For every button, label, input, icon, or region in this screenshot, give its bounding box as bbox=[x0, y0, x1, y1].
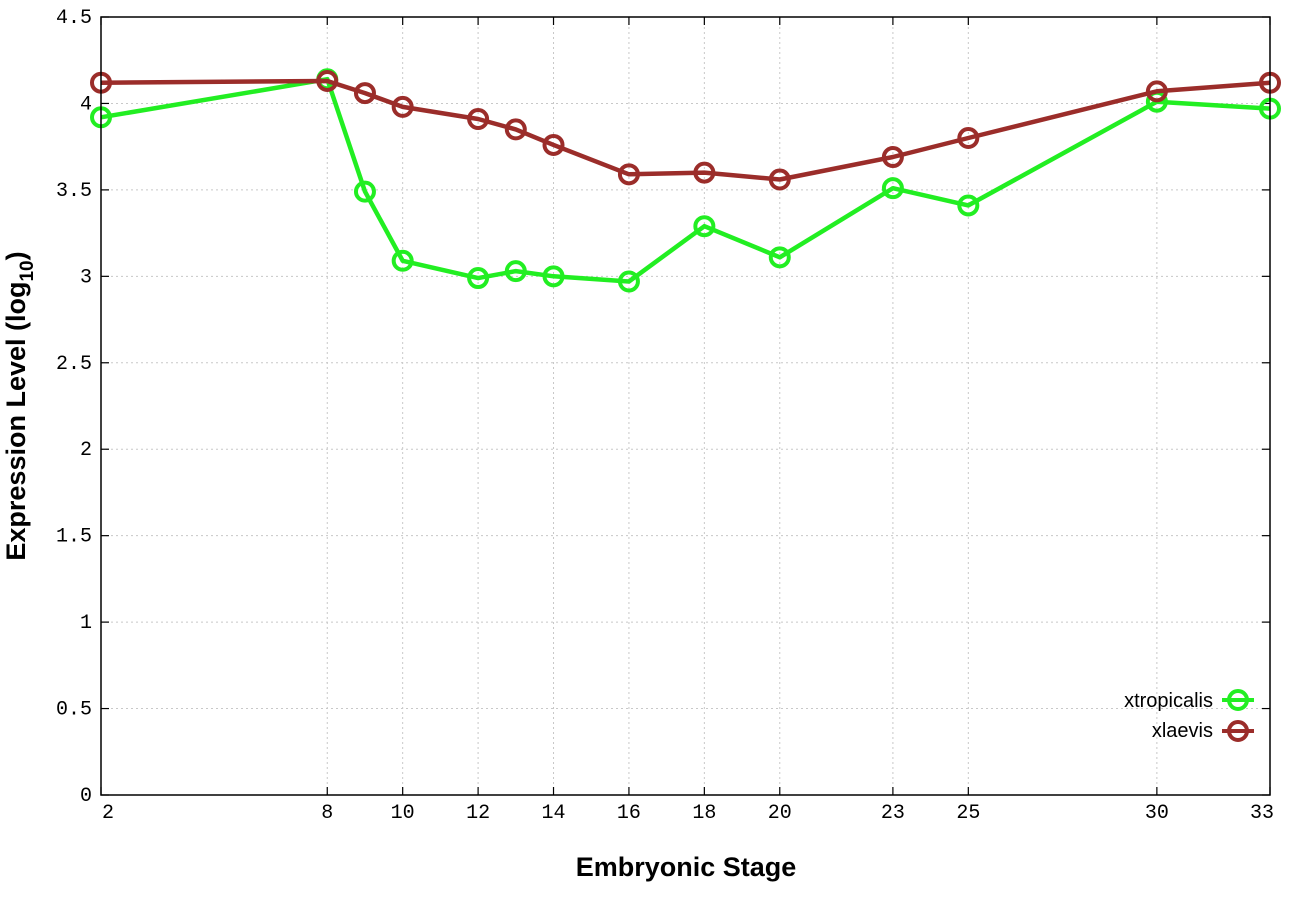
legend-marker-xlaevis bbox=[1227, 720, 1249, 742]
series-xlaevis bbox=[90, 69, 1281, 191]
legend-marker-xtropicalis bbox=[1227, 689, 1249, 711]
data-point-xlaevis bbox=[881, 146, 904, 169]
plot-frame bbox=[100, 16, 1271, 796]
legend-label-xtropicalis: xtropicalis bbox=[1124, 690, 1213, 712]
data-point-xlaevis bbox=[768, 168, 791, 191]
x-tick-label: 20 bbox=[768, 802, 792, 825]
legend-label-xlaevis: xlaevis bbox=[1152, 720, 1213, 742]
data-point-xlaevis bbox=[316, 69, 339, 92]
x-tick-label: 12 bbox=[466, 802, 490, 825]
y-axis-title-close: ) bbox=[1, 251, 31, 260]
data-point-xtropicalis bbox=[768, 246, 791, 269]
y-axis-title-main: Expression Level (log bbox=[1, 282, 31, 561]
data-point-xtropicalis bbox=[617, 270, 640, 293]
y-tick-label: 0.5 bbox=[56, 699, 92, 722]
axis-ticks: 0 0.5 1 1.5 2 2.5 3 3.5 4 4.5 2 8 10 12 14 16 18 20 23 25 30… bbox=[56, 7, 1274, 825]
data-point-xtropicalis bbox=[693, 215, 716, 238]
x-tick-label: 10 bbox=[391, 802, 415, 825]
data-point-xtropicalis bbox=[542, 265, 565, 288]
x-axis-title: Embryonic Stage bbox=[576, 852, 797, 882]
x-tick-label: 33 bbox=[1250, 802, 1274, 825]
x-tick-label: 14 bbox=[542, 802, 566, 825]
y-axis-title-subscript: 10 bbox=[17, 260, 38, 281]
data-point-xlaevis bbox=[617, 163, 640, 186]
y-tick-label: 4 bbox=[80, 93, 92, 116]
data-point-xlaevis bbox=[353, 82, 376, 105]
data-point-xlaevis bbox=[693, 161, 716, 184]
y-tick-label: 4.5 bbox=[56, 7, 92, 30]
x-tick-label: 25 bbox=[956, 802, 980, 825]
x-tick-label: 18 bbox=[692, 802, 716, 825]
y-axis-title: Expression Level (log10) bbox=[1, 251, 38, 560]
y-tick-label: 0 bbox=[80, 785, 92, 808]
data-point-xtropicalis bbox=[957, 194, 980, 217]
x-tick-label: 16 bbox=[617, 802, 641, 825]
data-point-xlaevis bbox=[391, 95, 414, 118]
series-layer bbox=[90, 68, 1281, 293]
data-point-xlaevis bbox=[957, 127, 980, 150]
data-point-xtropicalis bbox=[353, 180, 376, 203]
x-tick-label: 23 bbox=[881, 802, 905, 825]
legend: xtropicalis xlaevis bbox=[1124, 689, 1254, 742]
y-tick-label: 3 bbox=[80, 266, 92, 289]
y-tick-label: 2.5 bbox=[56, 353, 92, 376]
y-tick-label: 3.5 bbox=[56, 180, 92, 203]
x-tick-label: 2 bbox=[102, 802, 114, 825]
x-tick-label: 30 bbox=[1145, 802, 1169, 825]
data-point-xlaevis bbox=[542, 133, 565, 156]
y-tick-label: 2 bbox=[80, 439, 92, 462]
y-tick-label: 1 bbox=[80, 612, 92, 635]
data-point-xlaevis bbox=[504, 118, 527, 141]
data-point-xlaevis bbox=[1145, 80, 1168, 103]
data-point-xtropicalis bbox=[504, 260, 527, 283]
data-point-xtropicalis bbox=[881, 177, 904, 200]
series-line-xtropicalis bbox=[100, 76, 1271, 284]
data-point-xtropicalis bbox=[467, 267, 490, 290]
data-point-xlaevis bbox=[467, 108, 490, 131]
series-line-xlaevis bbox=[100, 78, 1271, 182]
x-tick-label: 8 bbox=[321, 802, 333, 825]
data-point-xtropicalis bbox=[391, 249, 414, 272]
y-tick-label: 1.5 bbox=[56, 526, 92, 549]
